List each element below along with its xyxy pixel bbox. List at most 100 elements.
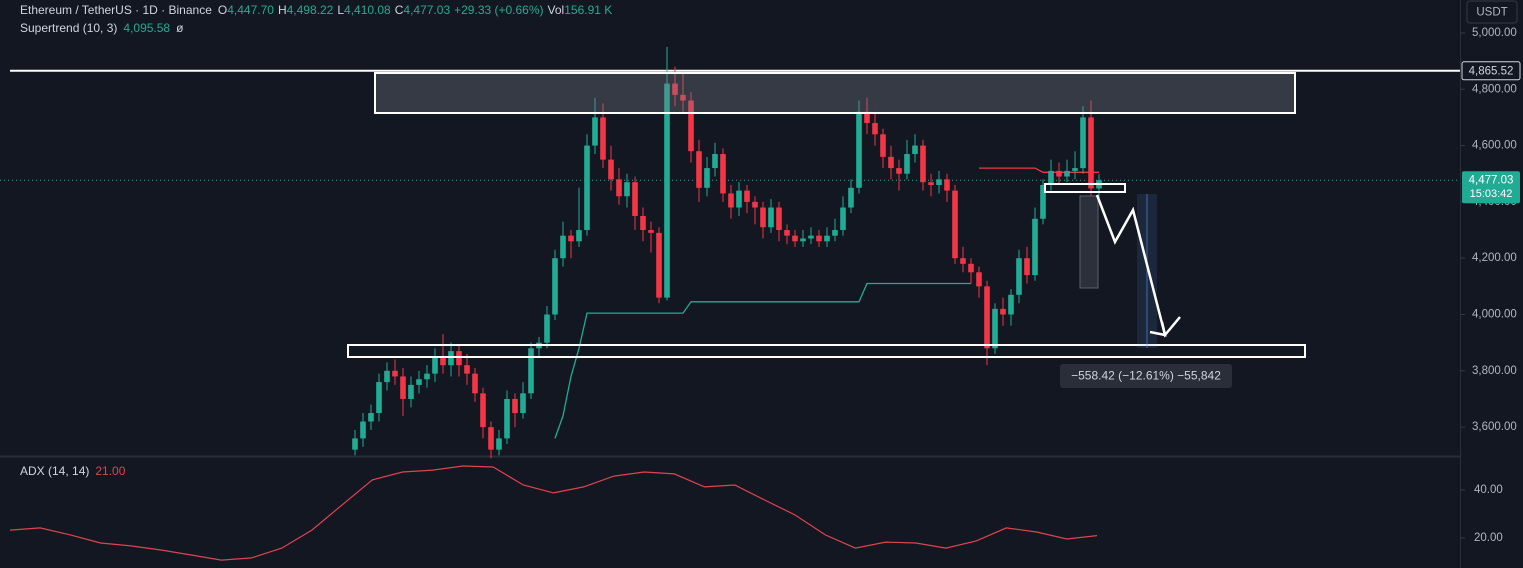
candle-body	[416, 379, 422, 385]
y-tick-label: 4,200.00	[1472, 252, 1517, 264]
ohlc-key: O	[218, 3, 227, 17]
candle-body	[504, 398, 510, 439]
last-price-label: 4,477.03	[1469, 175, 1514, 187]
y-tick-label: 4,800.00	[1472, 83, 1517, 95]
candle-body	[1024, 258, 1030, 276]
arrow-head	[1149, 321, 1167, 337]
candle-body	[1080, 117, 1086, 169]
candle-body	[648, 230, 654, 233]
candle-body	[392, 370, 398, 377]
candle-body	[688, 100, 694, 152]
candle-body	[784, 230, 790, 236]
candle-body	[928, 182, 934, 185]
candle-body	[664, 83, 670, 298]
candle-body	[944, 179, 950, 191]
candle-body	[888, 156, 894, 169]
candle-body	[728, 193, 734, 208]
drawings: −558.42 (−12.61%) −55,842	[347, 72, 1306, 388]
candle-body	[752, 201, 758, 208]
candle-body	[840, 207, 846, 231]
candle-body	[920, 145, 926, 183]
candle-body	[720, 154, 726, 194]
candle-body	[424, 373, 430, 380]
symbol: Ethereum / TetherUS · 1D · Binance	[20, 3, 212, 17]
candle-body	[1032, 218, 1038, 276]
candle-body	[528, 348, 534, 394]
supertrend-name: Supertrend (10, 3)	[20, 21, 117, 35]
candle-body	[848, 187, 854, 208]
projection-arrow	[1095, 194, 1181, 338]
ohlc-value: 4,447.70	[227, 3, 274, 17]
candle-body	[456, 351, 462, 366]
ohlc-key: L	[337, 3, 344, 17]
ohlc-key: H	[278, 3, 287, 17]
ohlc-value: 4,477.03	[403, 3, 450, 17]
candle-body	[496, 438, 502, 450]
change: +29.33 (+0.66%)	[454, 3, 543, 17]
candle-body	[408, 384, 414, 399]
y-tick-label: 20.00	[1474, 532, 1503, 544]
candle-body	[696, 151, 702, 188]
candle-body	[352, 438, 358, 450]
candle-body	[936, 179, 942, 185]
candle-body	[832, 230, 838, 236]
candle-body	[464, 365, 470, 374]
adx-value: 21.00	[95, 464, 125, 478]
candle-body	[472, 373, 478, 394]
candle-body	[816, 235, 822, 242]
candle-body	[592, 117, 598, 146]
candle-body	[624, 182, 630, 197]
y-tick-label: 40.00	[1474, 484, 1503, 496]
candle-body	[576, 230, 582, 242]
volume: 156.91 K	[564, 3, 612, 17]
supertrend-line	[554, 282, 971, 439]
candle-body	[1056, 170, 1062, 177]
candle-body	[512, 398, 518, 414]
candle-body	[808, 235, 814, 239]
currency-box[interactable]	[1466, 0, 1518, 24]
candle-body	[760, 207, 766, 228]
candle-body	[1040, 184, 1046, 219]
candle-body	[608, 159, 614, 180]
candle-body	[1088, 117, 1094, 189]
candle-body	[1008, 294, 1014, 315]
candle-body	[632, 182, 638, 216]
candle-body	[656, 232, 662, 298]
candle-body	[976, 272, 982, 287]
candle-body	[384, 370, 390, 383]
candle-body	[880, 134, 886, 157]
price-pane	[0, 47, 1460, 459]
candle-body	[992, 308, 998, 349]
resistance-zone	[374, 72, 1296, 114]
candle-body	[968, 263, 974, 273]
measure-label-box	[1060, 364, 1232, 388]
support-zone	[347, 344, 1306, 358]
candle-body	[616, 179, 622, 197]
supertrend-symbol: ø	[176, 21, 184, 35]
candle-body	[1072, 168, 1078, 171]
ohlc-key: C	[395, 3, 404, 17]
measure-area	[1137, 194, 1157, 348]
candle-body	[376, 382, 382, 414]
adx-legend: ADX (14, 14) 21.00	[20, 464, 126, 478]
supertrend-legend: Supertrend (10, 3) 4,095.58 ø	[20, 21, 184, 35]
candle-body	[904, 154, 910, 174]
adx-line	[9, 465, 1098, 561]
supertrend-line	[979, 167, 1099, 173]
resistance-tag-label: 4,865.52	[1469, 65, 1514, 77]
candle-body	[1064, 170, 1070, 177]
candle-body	[800, 238, 806, 242]
candle-body	[792, 235, 798, 242]
candle-body	[952, 190, 958, 259]
candle-body	[600, 117, 606, 160]
ohlc-value: 4,410.08	[344, 3, 391, 17]
y-tick-label: 3,800.00	[1472, 365, 1517, 377]
candle-body	[440, 356, 446, 366]
candle-body	[712, 154, 718, 169]
currency[interactable]: USDT	[1476, 7, 1507, 19]
volume-key: Vol	[548, 3, 565, 17]
candle-body	[520, 393, 526, 414]
candle-body	[984, 286, 990, 349]
